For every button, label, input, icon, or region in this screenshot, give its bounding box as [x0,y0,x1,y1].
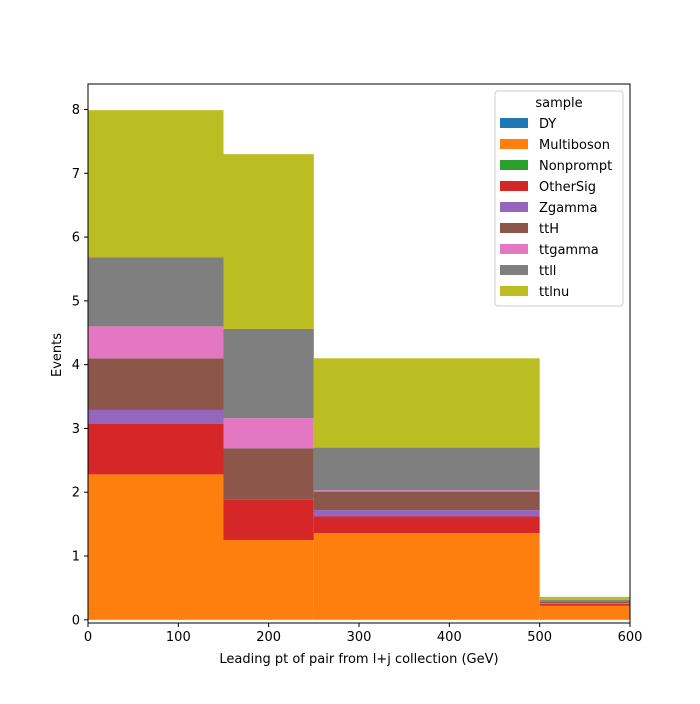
bar-ttlnu-bin-1 [88,110,224,258]
legend-label-tth: ttH [539,222,559,237]
legend-swatch-othersig [500,181,528,191]
x-tick-label: 300 [347,630,372,645]
x-tick-label: 600 [618,630,643,645]
legend: sample DY Multiboson Nonprompt OtherSig Zgam… [494,90,624,307]
bar-ttgamma-bin-1 [88,326,224,359]
legend-swatch-ttll [500,265,528,275]
bar-ttll-bin-3 [313,447,540,491]
bar-othersig-bin-4 [539,603,630,606]
legend-swatch-multiboson [500,139,528,149]
legend-label-dy: DY [539,117,556,132]
bar-othersig-bin-3 [313,516,540,534]
legend-label-othersig: OtherSig [539,180,596,195]
x-tick-label: 400 [437,630,462,645]
legend-label-nonprompt: Nonprompt [539,159,612,174]
y-axis: 0 1 2 3 4 5 6 7 8 [72,103,88,628]
bar-ttll-bin-2 [223,328,314,419]
x-tick-label: 500 [527,630,552,645]
legend-label-zgamma: Zgamma [539,201,597,216]
bar-othersig-bin-2 [223,499,314,541]
bar-multiboson-bin-1 [88,474,224,620]
bar-tth-bin-4 [539,601,630,604]
bar-zgamma-bin-3 [313,510,540,517]
bar-ttll-bin-1 [88,257,224,327]
bar-ttlnu-bin-4 [539,596,630,601]
legend-label-ttlnu: ttlnu [539,285,569,300]
legend-title: sample [535,96,582,111]
legend-entries: DY Multiboson Nonprompt OtherSig Zgamma ttH tt… [500,117,612,300]
y-tick-label: 2 [72,486,80,501]
legend-swatch-nonprompt [500,160,528,170]
legend-swatch-dy [500,118,528,128]
legend-label-ttgamma: ttgamma [539,243,599,258]
legend-swatch-ttgamma [500,244,528,254]
bar-multiboson-bin-2 [223,540,314,620]
bar-ttgamma-bin-3 [313,490,540,492]
x-axis: 0 100 200 300 400 500 600 [84,623,643,645]
bar-ttgamma-bin-2 [223,418,314,449]
bar-zgamma-bin-4 [539,603,630,604]
x-tick-label: 0 [84,630,92,645]
y-tick-label: 5 [72,294,80,309]
bar-tth-bin-3 [313,491,540,511]
legend-swatch-ttlnu [500,286,528,296]
bar-ttll-bin-4 [539,600,630,602]
legend-swatch-tth [500,223,528,233]
y-axis-label: Events [50,333,65,377]
x-tick-label: 200 [256,630,281,645]
y-tick-label: 0 [72,613,80,628]
legend-label-multiboson: Multiboson [539,138,610,153]
bar-tth-bin-2 [223,448,314,500]
legend-swatch-zgamma [500,202,528,212]
y-tick-label: 3 [72,422,80,437]
bar-othersig-bin-1 [88,423,224,475]
bar-ttlnu-bin-3 [313,358,540,448]
legend-label-ttll: ttll [539,264,556,279]
bar-tth-bin-1 [88,358,224,410]
y-tick-label: 1 [72,550,80,565]
bar-multiboson-bin-3 [313,533,540,620]
x-axis-label: Leading pt of pair from l+j collection (… [219,652,498,667]
y-tick-label: 6 [72,231,80,246]
y-tick-label: 8 [72,103,80,118]
y-tick-label: 7 [72,167,80,182]
bar-multiboson-bin-4 [539,605,630,620]
bars-layer [88,110,630,620]
bar-zgamma-bin-1 [88,409,224,424]
bar-ttlnu-bin-2 [223,154,314,329]
y-tick-label: 4 [72,358,80,373]
x-tick-label: 100 [166,630,191,645]
